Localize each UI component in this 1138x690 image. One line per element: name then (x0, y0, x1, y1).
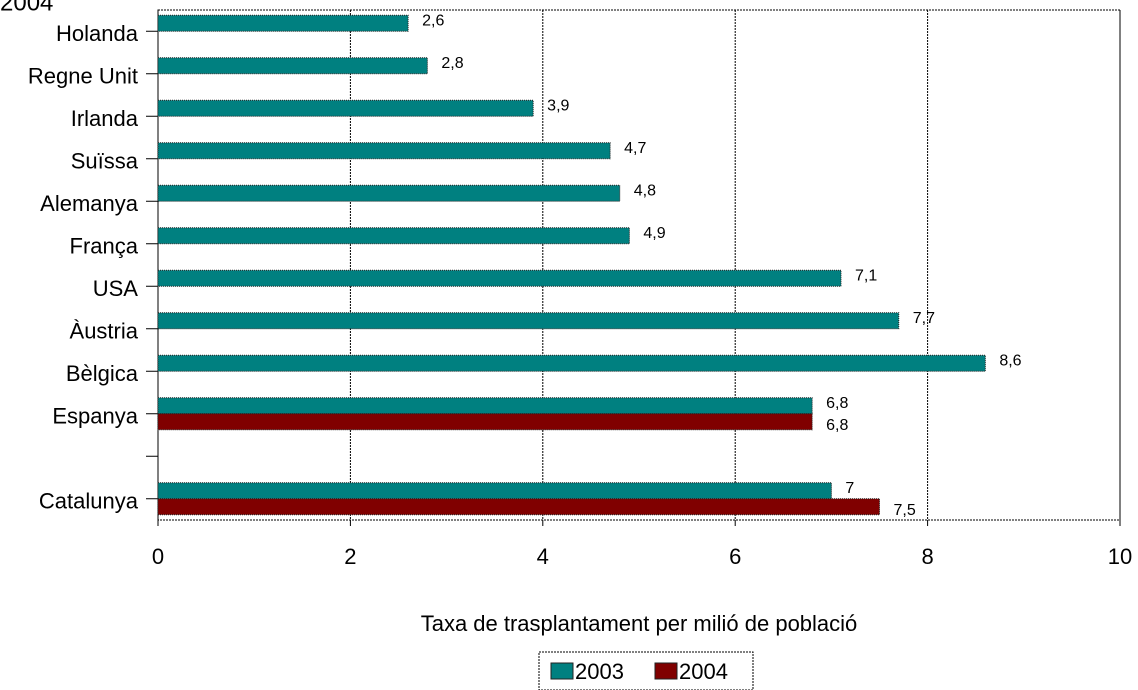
value-label: 7,7 (913, 310, 935, 327)
y-tick-label: Holanda (56, 21, 139, 46)
value-label: 7 (845, 480, 854, 497)
x-tick-label: 8 (921, 544, 933, 569)
bar (157, 397, 813, 415)
bar (157, 354, 986, 372)
bar (157, 482, 832, 500)
bar (157, 184, 621, 202)
legend-swatch (550, 662, 574, 680)
bar (157, 312, 900, 330)
x-axis-label: Taxa de trasplantament per milió de pobl… (421, 611, 858, 636)
legend: 2003 2004 (538, 651, 754, 690)
chart-title: 2004 (0, 0, 53, 16)
y-tick-label: Catalunya (39, 489, 139, 514)
y-tick-label: Irlanda (71, 106, 139, 131)
y-tick-label: Bèlgica (66, 361, 139, 386)
value-label: 4,7 (624, 140, 646, 157)
bar (157, 413, 813, 431)
bar (157, 99, 534, 117)
value-label: 8,6 (999, 352, 1021, 369)
bar (157, 269, 842, 287)
legend-label: 2004 (679, 659, 728, 684)
value-label: 2,8 (441, 55, 463, 72)
y-tick-label: Espanya (52, 404, 138, 429)
value-label: 4,9 (643, 225, 665, 242)
bar (157, 498, 880, 516)
bar (157, 14, 409, 32)
y-tick-label: França (70, 234, 139, 259)
value-label: 7,1 (855, 267, 877, 284)
y-tick-label: USA (93, 276, 139, 301)
value-label: 4,8 (634, 182, 656, 199)
bar (157, 227, 630, 245)
x-tick-label: 10 (1108, 544, 1132, 569)
x-tick-label: 4 (537, 544, 549, 569)
plot-border (157, 9, 1121, 521)
x-tick-label: 2 (344, 544, 356, 569)
x-tick-label: 6 (729, 544, 741, 569)
x-tick-label: 0 (152, 544, 164, 569)
legend-label: 2003 (575, 659, 624, 684)
legend-swatch (654, 662, 678, 680)
value-label: 3,9 (547, 97, 569, 114)
value-label: 6,8 (826, 417, 848, 434)
value-label: 2,6 (422, 12, 444, 29)
bar (157, 142, 611, 160)
value-label: 7,5 (894, 502, 916, 519)
value-label: 6,8 (826, 395, 848, 412)
y-tick-label: Regne Unit (28, 64, 138, 89)
bar (157, 57, 428, 75)
legend-box (538, 651, 754, 690)
y-tick-label: Alemanya (40, 191, 139, 216)
y-tick-label: Suïssa (71, 149, 139, 174)
y-tick-label: Àustria (70, 319, 139, 344)
